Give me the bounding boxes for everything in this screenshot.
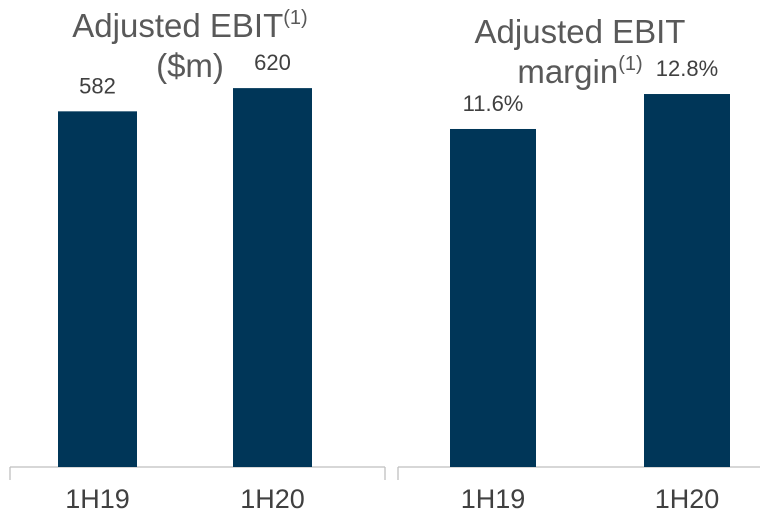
chart1-ebit: 582 1H19 620 1H20 bbox=[9, 50, 386, 514]
chart2-data-label: 12.8% bbox=[656, 56, 718, 81]
chart2-title-text: Adjusted EBIT bbox=[474, 13, 686, 50]
chart2-data-label: 11.6% bbox=[463, 91, 524, 116]
chart2-bar-1h20 bbox=[644, 94, 730, 467]
chart2-margin: 11.6% 1H19 12.8% 1H20 bbox=[397, 56, 760, 514]
chart1-x-tick-label: 1H19 bbox=[65, 484, 130, 514]
chart2-title-footnote: (1) bbox=[618, 53, 643, 75]
chart1-x-tick-label: 1H20 bbox=[240, 484, 305, 514]
chart2-title-line2: margin bbox=[517, 53, 619, 90]
chart1-subtitle: ($m) bbox=[156, 47, 224, 84]
chart2-x-tick-label: 1H20 bbox=[655, 484, 720, 514]
chart1-title-footnote: (1) bbox=[283, 7, 308, 29]
chart1-title: Adjusted EBIT(1) ($m) bbox=[10, 6, 370, 86]
chart1-data-label: 582 bbox=[79, 73, 116, 98]
chart1-bar-1h19 bbox=[58, 111, 137, 467]
chart2-bar-1h19 bbox=[450, 128, 536, 467]
chart2-title: Adjusted EBIT margin(1) bbox=[395, 12, 765, 92]
chart1-data-label: 620 bbox=[254, 50, 291, 75]
chart1-title-text: Adjusted EBIT bbox=[72, 7, 284, 44]
chart2-x-tick-label: 1H19 bbox=[461, 484, 526, 514]
chart1-bar-1h20 bbox=[233, 88, 312, 467]
